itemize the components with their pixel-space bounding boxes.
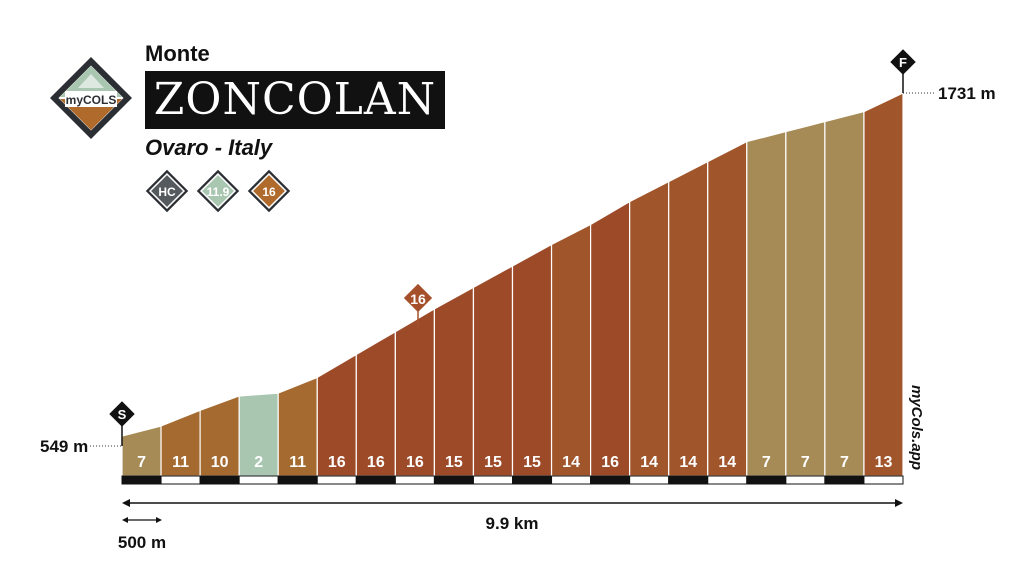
- total-distance-label: 9.9 km: [486, 514, 539, 533]
- gradient-label: 7: [762, 454, 771, 471]
- profile-segment: [589, 200, 631, 477]
- ruler-tick: [863, 475, 904, 485]
- gradient-label: 10: [211, 454, 229, 471]
- gradient-label: 15: [445, 454, 463, 471]
- profile-segment: [433, 286, 475, 477]
- ruler-tick: [433, 475, 474, 485]
- ruler-tick: [551, 475, 592, 485]
- profile-segment: [746, 130, 787, 477]
- profile-segment: [707, 140, 748, 477]
- climb-location: Ovaro - Italy: [145, 135, 273, 160]
- gradient-label: 16: [406, 454, 424, 471]
- gradient-label: 13: [875, 454, 893, 471]
- ruler-tick: [512, 475, 553, 485]
- profile-segment: [785, 120, 826, 477]
- profile-segment: [511, 243, 553, 477]
- max-gradient-badge: [250, 172, 288, 210]
- ruler-tick: [394, 475, 435, 485]
- climb-prefix: Monte: [145, 41, 210, 66]
- gradient-label: 7: [801, 454, 810, 471]
- profile-segment: [668, 160, 709, 477]
- scale-arrow-left: [122, 517, 128, 523]
- total-distance-arrow-left: [122, 499, 130, 507]
- mountain-diamond-icon: [49, 56, 133, 140]
- ruler-tick: [824, 475, 865, 485]
- scale-label: 500 m: [118, 533, 166, 552]
- category-badge-label: HC: [158, 185, 176, 199]
- ruler-tick: [590, 475, 631, 485]
- gradient-label: 14: [679, 454, 697, 471]
- distance-ruler: [121, 475, 904, 485]
- profile-segment: [550, 223, 592, 477]
- profile-segment: [629, 180, 670, 477]
- gradient-label: 2: [254, 454, 263, 471]
- gradient-label: 16: [367, 454, 385, 471]
- total-distance-arrow-right: [895, 499, 903, 507]
- gradient-label: 14: [718, 454, 736, 471]
- gradient-label: 11: [289, 454, 306, 471]
- stat-badges: HC 11.9 16: [145, 169, 291, 213]
- profile-segments: [121, 92, 904, 477]
- start-marker-label: S: [118, 407, 127, 422]
- ruler-tick: [199, 475, 240, 485]
- gradient-label: 16: [601, 454, 619, 471]
- peak-marker-diamond: [403, 283, 433, 313]
- gradient-label: 11: [172, 454, 189, 471]
- ruler-tick: [121, 475, 162, 485]
- finish-elevation-label: 1731 m: [938, 84, 996, 103]
- profile-segment: [472, 264, 514, 477]
- gradient-label: 14: [640, 454, 658, 471]
- ruler-tick: [785, 475, 826, 485]
- logo-brand: myCOLS: [66, 93, 117, 107]
- avg-gradient-badge-label: 11.9: [207, 185, 230, 199]
- gradient-label: 7: [137, 454, 146, 471]
- title-box: [145, 71, 445, 129]
- profile-segment: [394, 307, 435, 477]
- gradient-label: 15: [523, 454, 541, 471]
- ruler-tick: [668, 475, 709, 485]
- avg-gradient-badge: [199, 172, 237, 210]
- max-gradient-badge-label: 16: [262, 185, 276, 199]
- profile-segment: [824, 110, 865, 477]
- scale-arrow-right: [156, 517, 162, 523]
- gradient-label: 14: [562, 454, 580, 471]
- climb-name: ZONCOLAN: [153, 74, 437, 125]
- finish-marker-label: F: [899, 55, 907, 70]
- gradient-label: 15: [484, 454, 502, 471]
- ruler-tick: [472, 475, 514, 485]
- ruler-tick: [355, 475, 396, 485]
- start-marker-diamond: [109, 401, 135, 427]
- ruler-tick: [629, 475, 670, 485]
- finish-marker-diamond: [890, 49, 916, 75]
- gradient-label: 7: [840, 454, 849, 471]
- category-badge: [148, 172, 186, 210]
- peak-marker-label: 16: [410, 291, 426, 307]
- gradient-label: 16: [328, 454, 346, 471]
- ruler-tick: [277, 475, 318, 485]
- ruler-tick: [746, 475, 787, 485]
- ruler-tick: [238, 475, 279, 485]
- ruler-tick: [707, 475, 748, 485]
- watermark: myCols.app: [908, 385, 925, 470]
- gradient-labels: 7 11 10 2 11 16 16 16 15 15 15 14 16 14 14 14 7 7 7 13: [137, 454, 892, 471]
- ruler-tick: [316, 475, 357, 485]
- ruler-tick: [160, 475, 201, 485]
- profile-segment: [863, 92, 904, 477]
- start-elevation-label: 549 m: [40, 437, 88, 456]
